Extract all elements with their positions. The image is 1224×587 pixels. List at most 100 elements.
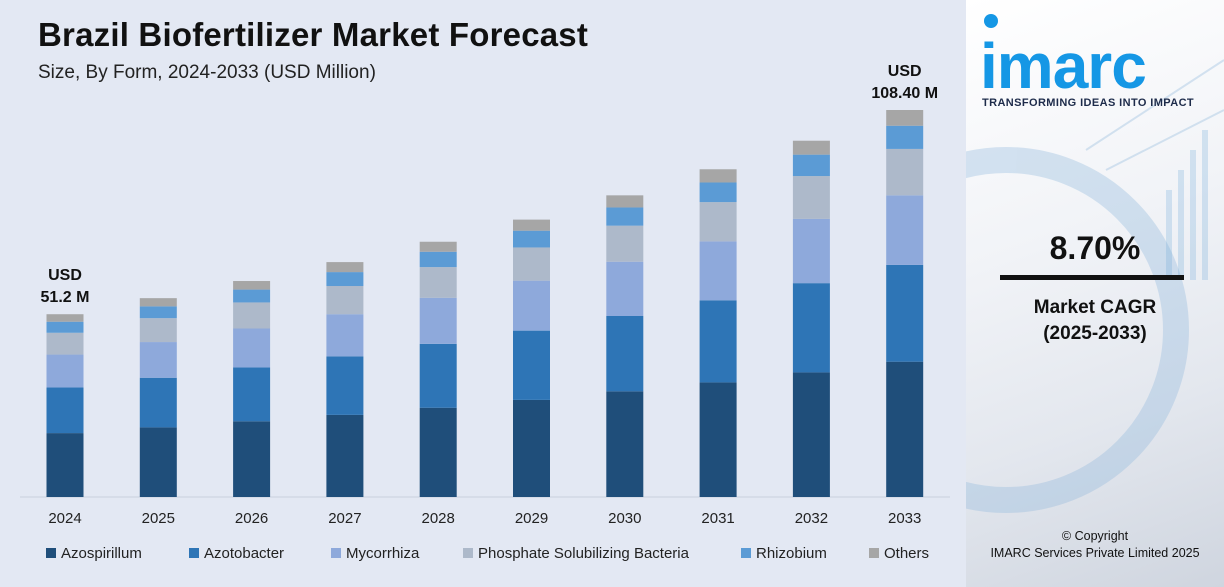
bar-segment-2027-phosphate-solubilizing-bacteria bbox=[326, 286, 364, 315]
bar-segment-2025-mycorrhiza bbox=[139, 342, 177, 378]
bar-segment-2026-mycorrhiza bbox=[233, 328, 271, 368]
bar-segment-2029-rhizobium bbox=[513, 230, 550, 248]
bar-segment-2028-azotobacter bbox=[419, 343, 457, 408]
bar-segment-2030-rhizobium bbox=[606, 207, 644, 226]
bar-segment-2029-phosphate-solubilizing-bacteria bbox=[513, 247, 550, 281]
bar-segment-2026-others bbox=[233, 281, 271, 290]
bar-segment-2027-azotobacter bbox=[326, 356, 364, 415]
bar-segment-2033-others bbox=[886, 110, 924, 126]
legend-swatch-azospirillum bbox=[46, 548, 56, 558]
legend-label-azospirillum: Azospirillum bbox=[61, 545, 142, 562]
bar-segment-2025-azospirillum bbox=[139, 427, 177, 497]
x-tick-label-2027: 2027 bbox=[328, 510, 361, 527]
bar-segment-2029-azospirillum bbox=[513, 399, 550, 497]
background-graphic bbox=[966, 59, 1224, 513]
info-panel: imarc TRANSFORMING IDEAS INTO IMPACT 8.7… bbox=[966, 0, 1224, 587]
bar-segment-2028-phosphate-solubilizing-bacteria bbox=[419, 267, 457, 298]
bar-segment-2029-mycorrhiza bbox=[513, 280, 550, 331]
bar-segment-2032-azospirillum bbox=[792, 372, 830, 497]
bar-segment-2031-mycorrhiza bbox=[699, 241, 737, 301]
bar-segment-2027-mycorrhiza bbox=[326, 314, 364, 357]
bar-segment-2029-azotobacter bbox=[513, 330, 550, 400]
bar-segment-2033-rhizobium bbox=[886, 125, 924, 149]
bar-segment-2026-azospirillum bbox=[233, 421, 271, 497]
bar-segment-2024-phosphate-solubilizing-bacteria bbox=[46, 332, 84, 355]
bar-segment-2024-azotobacter bbox=[46, 387, 84, 434]
bar-segment-2031-rhizobium bbox=[699, 182, 737, 203]
bar-segment-2028-others bbox=[419, 241, 457, 252]
stacked-bar-chart: 2024 2025 2026 2027 2028 2029 2030 2031 2032 2033… bbox=[20, 63, 950, 562]
cagr-value: 8.70% bbox=[1049, 230, 1141, 266]
x-tick-label-2030: 2030 bbox=[608, 510, 641, 527]
bar-segment-2032-azotobacter bbox=[792, 283, 830, 373]
bar-segment-2030-azotobacter bbox=[606, 316, 644, 392]
legend-swatch-rhizobium bbox=[741, 548, 751, 558]
copyright-notice: © Copyright IMARC Services Private Limit… bbox=[966, 528, 1224, 562]
legend-swatch-azotobacter bbox=[189, 548, 199, 558]
copyright-line1: © Copyright bbox=[1061, 529, 1129, 543]
chart-title: Brazil Biofertilizer Market Forecast bbox=[38, 16, 589, 53]
x-tick-label-2031: 2031 bbox=[701, 510, 734, 527]
bar-segment-2033-phosphate-solubilizing-bacteria bbox=[886, 148, 924, 196]
x-tick-label-2033: 2033 bbox=[888, 510, 921, 527]
bar-segment-2024-rhizobium bbox=[46, 321, 84, 333]
bar-segment-2025-others bbox=[139, 298, 177, 307]
bar-segment-2024-mycorrhiza bbox=[46, 354, 84, 388]
bar-segment-2030-azospirillum bbox=[606, 391, 644, 497]
bar-segment-2026-phosphate-solubilizing-bacteria bbox=[233, 302, 271, 329]
bar-segment-2027-azospirillum bbox=[326, 414, 364, 497]
bar-segment-2028-azospirillum bbox=[419, 407, 457, 497]
value-label-unit-2024: USD bbox=[48, 267, 82, 284]
bar-segment-2033-azotobacter bbox=[886, 264, 924, 362]
bar-segment-2031-azotobacter bbox=[699, 300, 737, 383]
bar-segment-2031-azospirillum bbox=[699, 382, 737, 497]
bar-segment-2033-mycorrhiza bbox=[886, 195, 924, 265]
x-tick-label-2026: 2026 bbox=[235, 510, 268, 527]
bar-segment-2026-azotobacter bbox=[233, 367, 271, 422]
legend-label-azotobacter: Azotobacter bbox=[204, 545, 284, 562]
cagr-label-line2: (2025-2033) bbox=[1043, 323, 1147, 344]
bar-segment-2031-others bbox=[699, 169, 737, 183]
chart-panel: 2024 2025 2026 2027 2028 2029 2030 2031 2032 2033… bbox=[0, 0, 966, 587]
cagr-label-line1: Market CAGR bbox=[1033, 297, 1157, 318]
bar-segment-2027-others bbox=[326, 262, 364, 273]
bar-segment-2031-phosphate-solubilizing-bacteria bbox=[699, 202, 737, 242]
bar-segment-2025-azotobacter bbox=[139, 377, 177, 428]
legend-swatch-mycorrhiza bbox=[331, 548, 341, 558]
cagr-label: Market CAGR (2025-2033) bbox=[966, 295, 1224, 347]
bar-segment-2025-rhizobium bbox=[139, 306, 177, 319]
bar-segment-2028-mycorrhiza bbox=[419, 297, 457, 344]
bar-segment-2025-phosphate-solubilizing-bacteria bbox=[139, 318, 177, 343]
bar-segment-2033-azospirillum bbox=[886, 361, 924, 497]
bar-segment-2032-mycorrhiza bbox=[792, 218, 830, 284]
bar-segment-2024-others bbox=[46, 314, 84, 322]
legend-swatch-others bbox=[869, 548, 879, 558]
legend-swatch-phosphate-solubilizing-bacteria bbox=[463, 548, 473, 558]
legend-label-phosphate-solubilizing-bacteria: Phosphate Solubilizing Bacteria bbox=[478, 545, 690, 562]
bar-segment-2032-rhizobium bbox=[792, 154, 830, 177]
x-tick-label-2032: 2032 bbox=[795, 510, 828, 527]
x-tick-label-2025: 2025 bbox=[142, 510, 175, 527]
bar-segment-2030-others bbox=[606, 195, 644, 208]
bar-segment-2029-others bbox=[513, 219, 550, 231]
x-tick-label-2024: 2024 bbox=[48, 510, 81, 527]
bar-segment-2032-others bbox=[792, 140, 830, 155]
value-label-unit-2033: USD bbox=[888, 63, 922, 80]
bar-segment-2028-rhizobium bbox=[419, 251, 457, 268]
brand-tagline: TRANSFORMING IDEAS INTO IMPACT bbox=[982, 97, 1195, 109]
legend-label-rhizobium: Rhizobium bbox=[756, 545, 827, 562]
copyright-line2: IMARC Services Private Limited 2025 bbox=[990, 546, 1200, 560]
value-label-2033: 108.40 M bbox=[871, 85, 938, 102]
bar-segment-2027-rhizobium bbox=[326, 272, 364, 287]
bar-segment-2032-phosphate-solubilizing-bacteria bbox=[792, 176, 830, 219]
legend-label-others: Others bbox=[884, 545, 929, 562]
bar-segment-2030-mycorrhiza bbox=[606, 261, 644, 317]
x-tick-label-2028: 2028 bbox=[422, 510, 455, 527]
bar-segment-2030-phosphate-solubilizing-bacteria bbox=[606, 225, 644, 262]
x-tick-label-2029: 2029 bbox=[515, 510, 548, 527]
logo-dot-icon bbox=[984, 14, 998, 28]
cagr-divider bbox=[1000, 275, 1184, 280]
imarc-logo: imarc bbox=[980, 30, 1147, 102]
value-label-2024: 51.2 M bbox=[41, 289, 90, 306]
